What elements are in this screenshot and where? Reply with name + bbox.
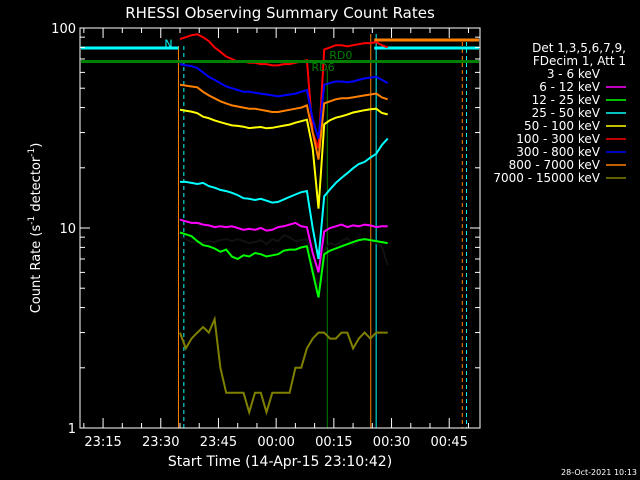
x-tick-label-2: 23:30 <box>142 435 179 450</box>
legend-header-line-2: FDecim 1, Att 1 <box>533 54 626 68</box>
series-7 <box>179 63 389 139</box>
annotation-label-1: RD6 <box>312 61 335 74</box>
y-tick-label-2: 10 <box>59 222 76 237</box>
legend-label-4: 25 - 50 keV <box>532 106 601 120</box>
x-tick-label-6: 00:30 <box>373 435 410 450</box>
legend-header-line-1: Det 1,3,5,6,7,9, <box>532 41 626 55</box>
y-tick-label-1: 1 <box>68 422 76 437</box>
timestamp: 28-Oct-2021 10:13 <box>561 468 637 477</box>
x-tick-label-1: 23:15 <box>84 435 121 450</box>
legend: Det 1,3,5,6,7,9, FDecim 1, Att 1 3 - 6 k… <box>493 41 626 185</box>
legend-label-1: 3 - 6 keV <box>547 67 601 81</box>
plot-frame <box>79 27 481 429</box>
x-tick-label-3: 23:45 <box>200 435 237 450</box>
series-1 <box>179 234 389 289</box>
legend-label-8: 800 - 7000 keV <box>509 158 601 172</box>
series-8 <box>179 83 389 160</box>
x-tick-label-4: 00:00 <box>257 435 294 450</box>
x-tick-label-7: 00:45 <box>430 435 467 450</box>
y-axis-label: Count Rate (s-1 detector-1) <box>27 143 44 314</box>
legend-label-7: 300 - 800 keV <box>516 145 600 159</box>
series-3 <box>179 231 388 298</box>
legend-label-9: 7000 - 15000 keV <box>493 171 600 185</box>
series-5 <box>179 107 388 209</box>
chart-title: RHESSI Observing Summary Count Rates <box>125 4 435 22</box>
series-2 <box>179 218 388 273</box>
legend-label-2: 6 - 12 keV <box>539 80 601 94</box>
annotation-label-3: N <box>164 37 172 50</box>
series-6 <box>179 33 389 149</box>
legend-label-3: 12 - 25 keV <box>532 93 601 107</box>
y-tick-label-3: 100 <box>51 22 76 37</box>
annotation-label-2: RD0 <box>329 49 352 62</box>
series-4 <box>180 137 389 260</box>
x-axis-label: Start Time (14-Apr-15 23:10:42) <box>168 454 392 470</box>
x-tick-label-5: 00:15 <box>315 435 352 450</box>
legend-label-5: 50 - 100 keV <box>524 119 601 133</box>
legend-label-6: 100 - 300 keV <box>516 132 600 146</box>
series-9 <box>179 315 388 416</box>
